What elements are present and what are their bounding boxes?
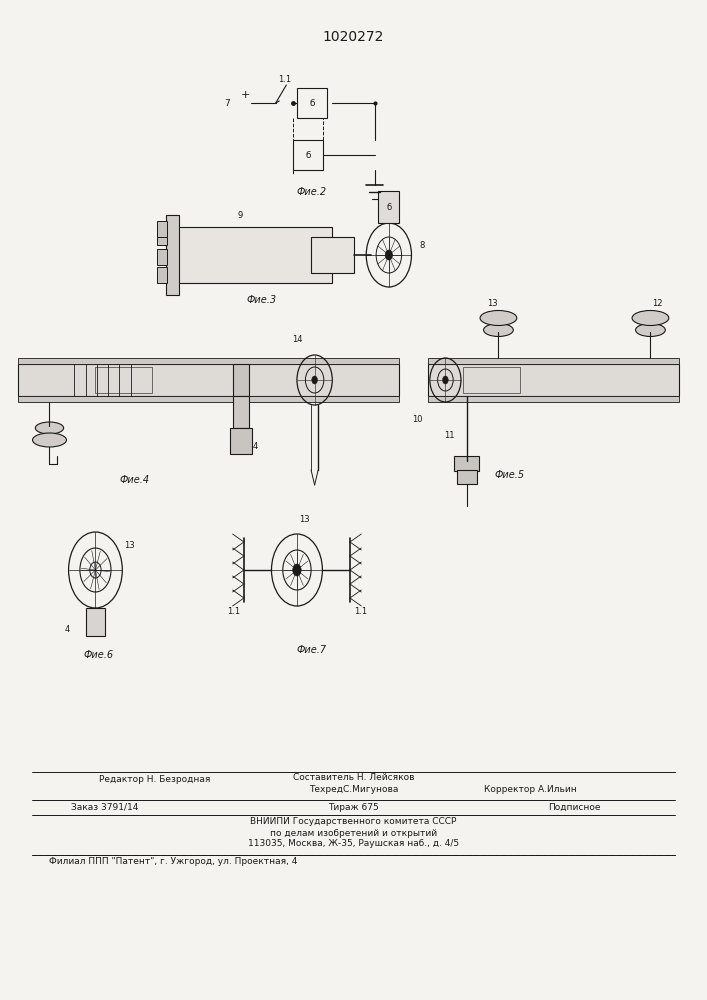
Text: 1.1: 1.1: [354, 607, 367, 616]
Bar: [457, 470, 477, 484]
Text: Фие.4: Фие.4: [119, 475, 149, 485]
Bar: [378, 191, 399, 223]
Bar: [177, 227, 332, 283]
Text: 7: 7: [224, 99, 230, 107]
Text: Филиал ППП "Патент", г. Ужгород, ул. Проектная, 4: Филиал ППП "Патент", г. Ужгород, ул. Про…: [49, 857, 298, 866]
Bar: [428, 358, 679, 364]
Circle shape: [293, 564, 301, 576]
Text: 10: 10: [412, 416, 422, 424]
Bar: [428, 364, 679, 396]
Bar: [157, 229, 167, 245]
Text: 8: 8: [419, 240, 425, 249]
Text: Корректор А.Ильин: Корректор А.Ильин: [484, 786, 577, 794]
Bar: [454, 456, 479, 471]
Text: Фие.2: Фие.2: [296, 187, 326, 197]
Text: 1.1: 1.1: [227, 607, 240, 616]
Bar: [18, 364, 399, 396]
Text: Фие.3: Фие.3: [247, 295, 276, 305]
Bar: [95, 367, 152, 393]
Circle shape: [443, 376, 448, 384]
Ellipse shape: [480, 310, 517, 326]
Text: Тираж 675: Тираж 675: [328, 802, 379, 812]
Ellipse shape: [33, 433, 66, 447]
Bar: [166, 215, 179, 295]
Text: 14: 14: [292, 334, 302, 344]
Text: Фие.7: Фие.7: [296, 645, 326, 655]
Circle shape: [312, 376, 317, 384]
Bar: [293, 140, 323, 170]
Text: 13: 13: [298, 516, 310, 524]
Text: 11: 11: [444, 432, 454, 440]
Bar: [157, 249, 167, 265]
Text: 12: 12: [653, 300, 662, 308]
Text: б: б: [386, 202, 392, 212]
Text: ТехредС.Мигунова: ТехредС.Мигунова: [309, 786, 398, 794]
Text: б: б: [309, 99, 315, 107]
Bar: [18, 358, 399, 364]
Text: 113035, Москва, Ж-35, Раушская наб., д. 4/5: 113035, Москва, Ж-35, Раушская наб., д. …: [248, 840, 459, 848]
Text: б: б: [305, 150, 311, 159]
Bar: [233, 396, 249, 428]
Text: 13: 13: [487, 300, 498, 308]
Text: 9: 9: [238, 211, 243, 220]
Text: Подписное: Подписное: [549, 802, 601, 812]
Text: 4: 4: [253, 442, 258, 451]
Text: +: +: [240, 90, 250, 100]
Text: Заказ 3791/14: Заказ 3791/14: [71, 802, 138, 812]
Bar: [297, 88, 327, 118]
Bar: [463, 367, 520, 393]
Ellipse shape: [35, 422, 64, 434]
Text: Фие.6: Фие.6: [84, 650, 114, 660]
Ellipse shape: [484, 324, 513, 336]
Bar: [233, 364, 249, 396]
Text: ВНИИПИ Государственного комитета СССР: ВНИИПИ Государственного комитета СССР: [250, 818, 457, 826]
Bar: [18, 396, 399, 402]
Text: 1.1: 1.1: [278, 75, 291, 84]
Bar: [86, 608, 105, 636]
Bar: [157, 267, 167, 283]
Text: Фие.5: Фие.5: [494, 470, 524, 480]
Bar: [230, 428, 252, 454]
Bar: [311, 237, 354, 273]
Text: по делам изобретений и открытий: по делам изобретений и открытий: [270, 828, 437, 838]
Text: 1020272: 1020272: [323, 30, 384, 44]
Ellipse shape: [632, 310, 669, 326]
Text: 13: 13: [124, 540, 135, 550]
Bar: [157, 221, 167, 237]
Text: Редактор Н. Безродная: Редактор Н. Безродная: [99, 776, 211, 784]
Circle shape: [385, 250, 392, 260]
Text: Составитель Н. Лейсяков: Составитель Н. Лейсяков: [293, 774, 414, 782]
Ellipse shape: [636, 324, 665, 336]
Text: 4: 4: [64, 626, 70, 635]
Bar: [428, 396, 679, 402]
